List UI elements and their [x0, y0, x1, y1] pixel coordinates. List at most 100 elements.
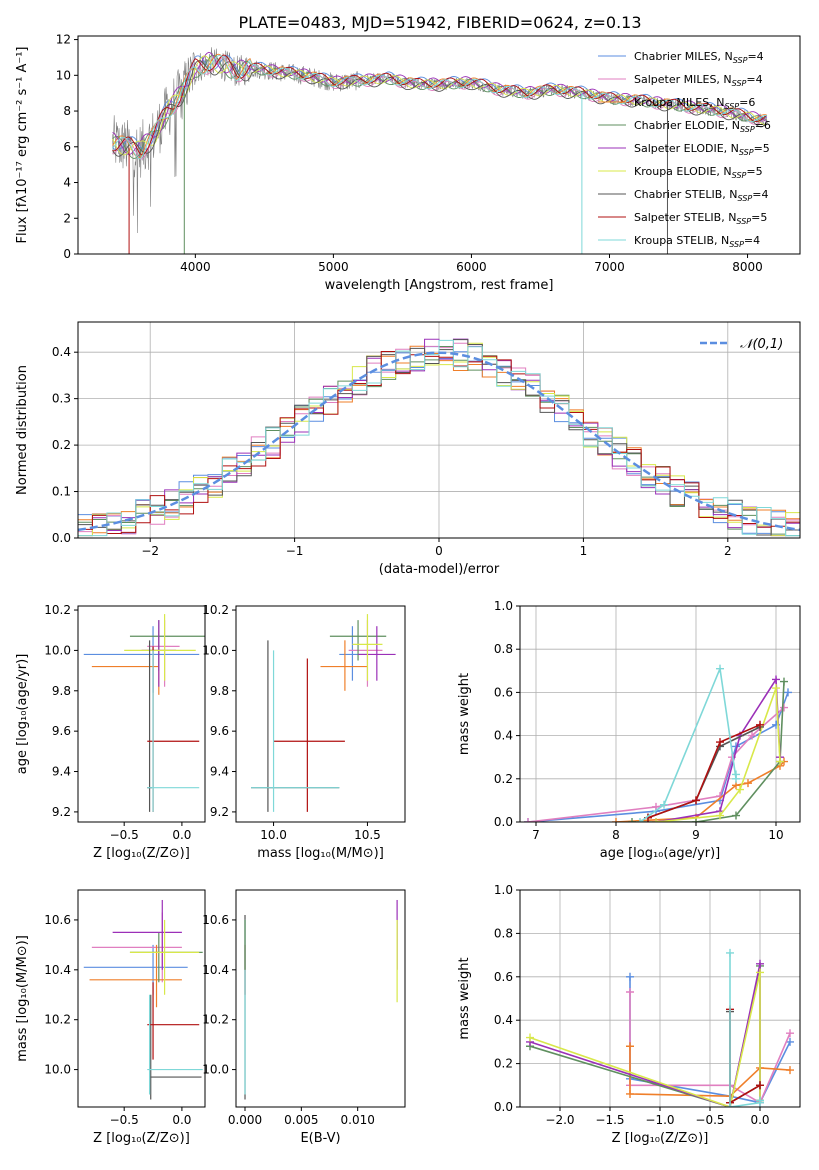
mass-weight-marker: [756, 968, 764, 977]
legend-label: 𝒩(0,1): [740, 337, 783, 352]
model-spectrum-line: [112, 60, 768, 157]
y-tick-label: 10.4: [44, 963, 71, 977]
legend-nssp: =6: [755, 119, 771, 132]
x-tick-label: 7000: [594, 260, 625, 274]
y-axis-label: age [log₁₀(age/yr)]: [15, 654, 30, 775]
y-tick-label: 10.0: [44, 1063, 71, 1077]
plot-area: [83, 614, 205, 812]
y-tick-label: 0.2: [494, 1057, 513, 1071]
legend-subscript: SSP: [738, 194, 753, 203]
x-axis-label: mass [log₁₀(M/M⊙)]: [257, 846, 384, 861]
axes-frame: [519, 889, 801, 1108]
mass-weight-marker: [626, 987, 634, 996]
y-tick-label: 0.4: [494, 1013, 513, 1027]
legend-nssp: =5: [746, 165, 762, 178]
x-tick-label: 0.010: [341, 1113, 375, 1127]
y-tick-label: 0.0: [52, 531, 71, 545]
plot-area: [78, 338, 800, 538]
y-tick-label: 9.8: [52, 684, 71, 698]
y-axis-label: mass [log₁₀(M/M⊙)]: [15, 935, 30, 1062]
axes-frame: [77, 35, 801, 255]
mass-weight-marker: [732, 811, 740, 820]
plot-area: [526, 948, 794, 1107]
mass-weight-marker: [692, 818, 700, 822]
mass-weight-line: [529, 972, 761, 1107]
y-tick-label: 9.8: [210, 684, 229, 698]
legend-nssp: =4: [747, 50, 763, 63]
y-tick-label: 0: [63, 247, 71, 261]
legend-nssp: =5: [754, 142, 770, 155]
legend-nssp: =4: [746, 73, 762, 86]
legend-label: Chabrier MILES, NSSP=4: [634, 50, 764, 65]
x-tick-label: 8: [612, 828, 620, 842]
x-axis-label: Z [log₁₀(Z/Z⊙)]: [612, 1131, 709, 1146]
x-tick-label: 6000: [456, 260, 487, 274]
mass-weight-marker: [716, 738, 724, 747]
model-spectrum-line: [112, 55, 768, 152]
mass-weight-line: [647, 724, 761, 819]
y-tick-label: 10.0: [44, 643, 71, 657]
y-tick-label: 10.0: [202, 1063, 229, 1077]
y-tick-label: 10.2: [44, 1013, 71, 1027]
spectrum-data-line: [112, 47, 769, 234]
y-tick-label: 9.4: [52, 765, 71, 779]
x-tick-label: 10.0: [260, 828, 287, 842]
y-tick-label: 10.6: [202, 913, 229, 927]
y-axis-label: mass weight: [457, 673, 472, 755]
mass-weight-marker: [726, 948, 734, 957]
mass-weight-marker: [726, 1103, 734, 1107]
y-tick-label: 0.8: [494, 642, 513, 656]
x-axis-label: age [log₁₀(age/yr)]: [600, 846, 721, 861]
legend-label: Kroupa STELIB, NSSP=4: [634, 234, 760, 249]
legend-subscript: SSP: [729, 240, 744, 249]
y-tick-label: 10.6: [44, 913, 71, 927]
legend-name: Chabrier STELIB, N: [634, 188, 738, 201]
y-tick-label: 0.0: [494, 815, 513, 829]
y-tick-label: 10: [56, 68, 71, 82]
model-spectrum-line: [112, 54, 767, 160]
x-tick-label: 0.0: [172, 1113, 191, 1127]
mass-weight-marker: [756, 1081, 764, 1090]
x-tick-label: 8000: [732, 260, 763, 274]
y-tick-label: 1.0: [494, 599, 513, 613]
mass-weight-marker: [526, 1033, 534, 1042]
mass-weight-marker: [748, 731, 756, 740]
legend-label: Kroupa MILES, NSSP=6: [634, 96, 755, 111]
mass-weight-marker: [736, 785, 744, 794]
x-tick-label: 1: [580, 544, 588, 558]
mass-weight-marker: [776, 757, 784, 766]
legend-subscript: SSP: [732, 171, 747, 180]
mass-weight-marker: [756, 1096, 764, 1105]
y-tick-label: 9.2: [52, 805, 71, 819]
residual-histogram-panel: −2 −1 0 1 2 0.0 0.1 0.2 0.3 0.4 (data-model)/error…: [15, 321, 801, 577]
mass-weight-line: [527, 692, 789, 822]
mass-weight-marker: [612, 818, 620, 822]
legend-label: Chabrier ELODIE, NSSP=6: [634, 119, 771, 134]
y-tick-label: 0.4: [494, 729, 513, 743]
y-axis-label: Normed distribution: [15, 365, 30, 495]
y-tick-label: 0.8: [494, 926, 513, 940]
y-tick-label: 4: [63, 176, 71, 190]
mass-weight-marker: [744, 779, 752, 788]
age-vs-mass-panel: 10.0 10.5 9.2 9.4 9.6 9.8 10.0 10.2 mass [log₁₀(…: [202, 603, 406, 861]
legend-label: Kroupa ELODIE, NSSP=5: [634, 165, 763, 180]
axes-frame: [235, 605, 406, 823]
x-tick-label: 0: [435, 544, 443, 558]
mass-weight-marker: [692, 796, 700, 805]
x-tick-label: 5000: [318, 260, 349, 274]
mass-weight-marker: [756, 959, 764, 968]
axes-frame: [77, 605, 206, 823]
y-tick-label: 9.2: [210, 805, 229, 819]
x-tick-label: −2.0: [545, 1113, 574, 1127]
x-axis-label: Z [log₁₀(Z/Z⊙)]: [93, 1131, 190, 1146]
x-tick-label: 10.5: [354, 828, 381, 842]
mass-weight-marker: [636, 818, 644, 822]
mass-weight-marker: [786, 1029, 794, 1038]
y-tick-label: 1.0: [494, 883, 513, 897]
mass-weight-marker: [756, 720, 764, 729]
mass-vs-metallicity-panel: −0.5 0.0 10.0 10.2 10.4 10.6 Z [log₁₀(Z/Z⊙)] ma…: [15, 889, 206, 1146]
plot-area: [112, 47, 769, 254]
mass-weight-marker: [772, 684, 780, 693]
axes-frame: [235, 889, 406, 1108]
